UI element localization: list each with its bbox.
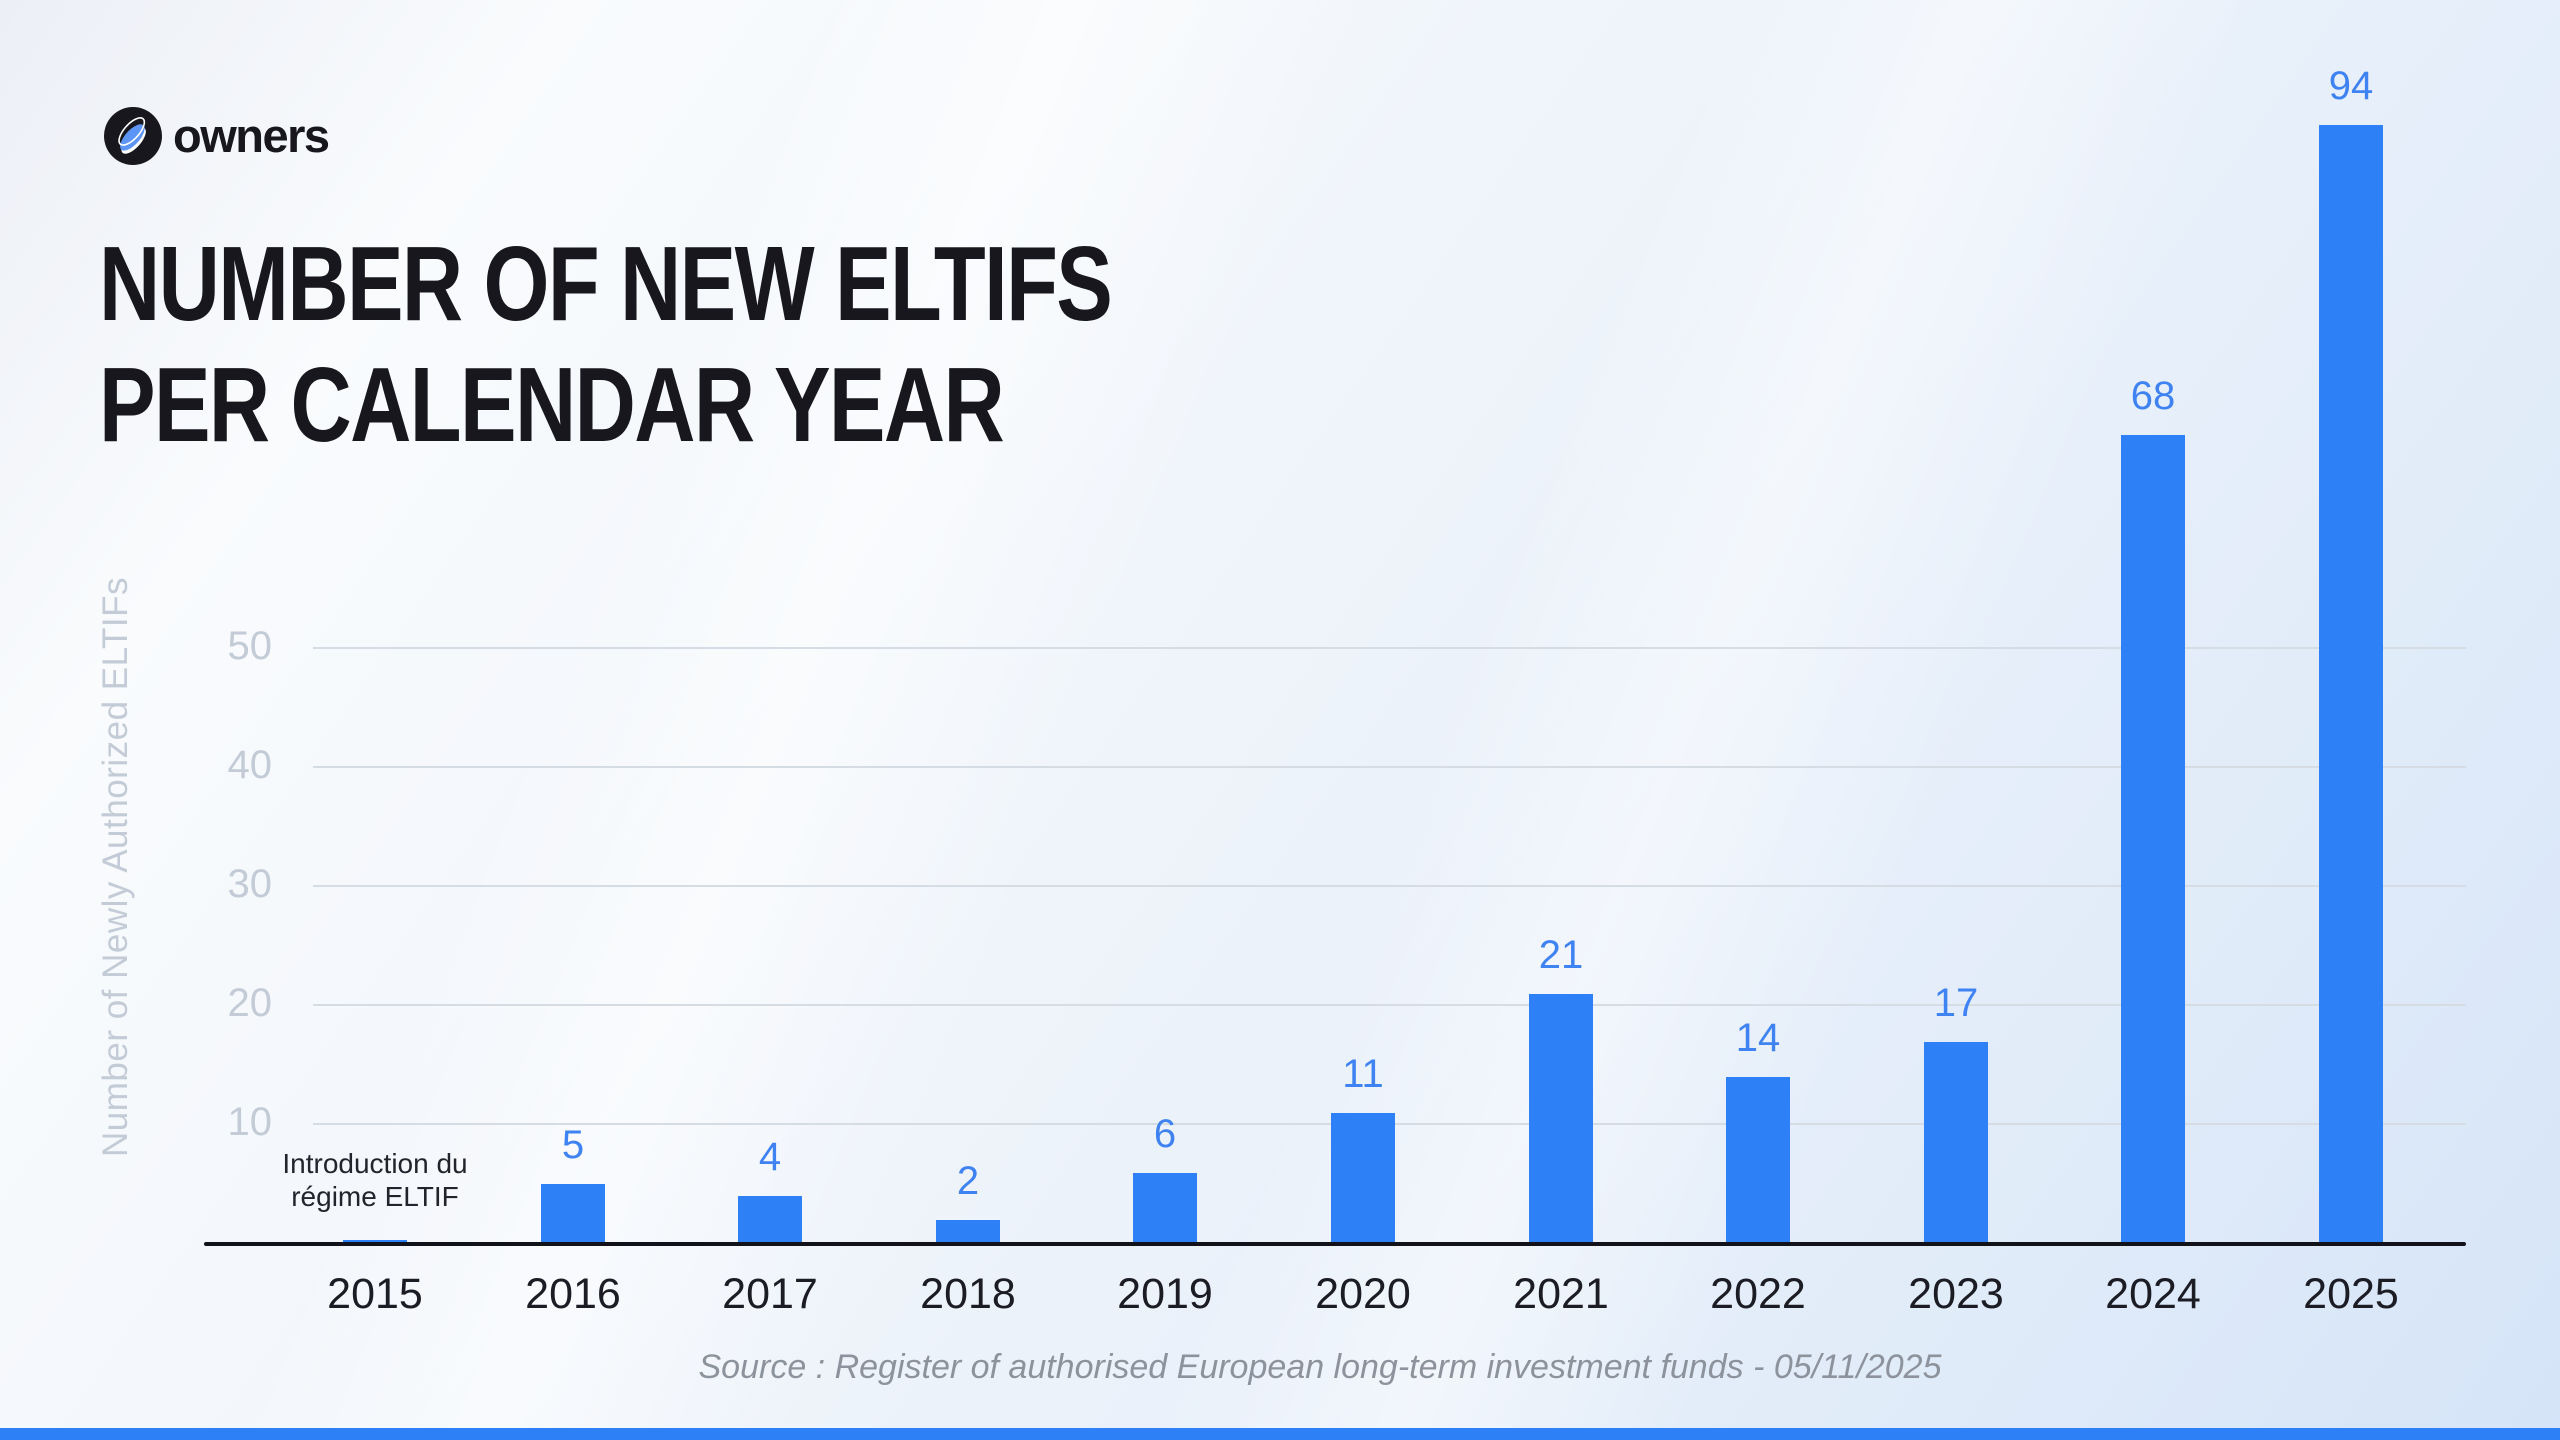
bar-2016 [541,1184,605,1244]
bar-value-label-2018: 2 [956,1159,980,1203]
annotation-2015: Introduction du régime ELTIF [205,1147,545,1214]
x-tick-label-2021: 2021 [1513,1270,1609,1318]
bar-value-label-2016: 5 [561,1123,585,1167]
x-tick-label-2020: 2020 [1315,1270,1411,1318]
annotation-line2: régime ELTIF [291,1181,459,1213]
bar-2023 [1924,1042,1988,1244]
bar-value-label-2022: 14 [1735,1016,1781,1060]
footer-accent-strip [0,1428,2560,1440]
x-tick-label-2017: 2017 [722,1270,818,1318]
y-tick-label-50: 50 [227,624,273,668]
bar-2017 [738,1196,802,1244]
x-tick-label-2015: 2015 [327,1270,423,1318]
bar-value-label-2025: 94 [2328,64,2374,108]
page-title: NUMBER OF NEW ELTIFS PER CALENDAR YEAR [99,224,1113,466]
x-tick-label-2016: 2016 [525,1270,621,1318]
y-tick-label-30: 30 [227,862,273,906]
brand-logo: owners [103,104,330,166]
gridline-30 [313,885,2466,887]
bar-value-label-2024: 68 [2130,374,2176,418]
bar-2024 [2121,435,2185,1244]
bar-value-label-2019: 6 [1153,1112,1177,1156]
x-tick-label-2019: 2019 [1117,1270,1213,1318]
y-tick-label-40: 40 [227,743,273,787]
bar-2019 [1133,1173,1197,1244]
bar-value-label-2023: 17 [1933,981,1979,1025]
bar-value-label-2020: 11 [1342,1052,1384,1096]
gridline-40 [313,766,2466,768]
gridline-50 [313,647,2466,649]
x-axis-line [204,1242,2466,1246]
brand-name: owners [173,108,330,162]
x-tick-label-2022: 2022 [1710,1270,1806,1318]
y-tick-label-20: 20 [227,981,273,1025]
owners-coin-icon [104,107,162,165]
x-tick-label-2023: 2023 [1908,1270,2004,1318]
bar-2025 [2319,125,2383,1244]
bar-value-label-2021: 21 [1538,933,1584,977]
bar-2022 [1726,1077,1790,1244]
bar-2020 [1331,1113,1395,1244]
source-caption: Source : Register of authorised European… [698,1348,1942,1386]
y-tick-label-10: 10 [227,1100,273,1144]
page-title-line2: PER CALENDAR YEAR [99,345,1005,464]
bar-2021 [1529,994,1593,1244]
page-title-line1: NUMBER OF NEW ELTIFS [99,225,1113,343]
annotation-line1: Introduction du [282,1147,468,1179]
x-tick-label-2024: 2024 [2105,1270,2201,1318]
plot-area: Number of Newly Authorized ELTIFs Introd… [96,64,2466,1244]
bar-2018 [936,1220,1000,1244]
bar-value-label-2017: 4 [758,1135,782,1179]
x-tick-label-2025: 2025 [2303,1270,2399,1318]
x-tick-label-2018: 2018 [920,1270,1016,1318]
gridline-20 [313,1004,2466,1006]
